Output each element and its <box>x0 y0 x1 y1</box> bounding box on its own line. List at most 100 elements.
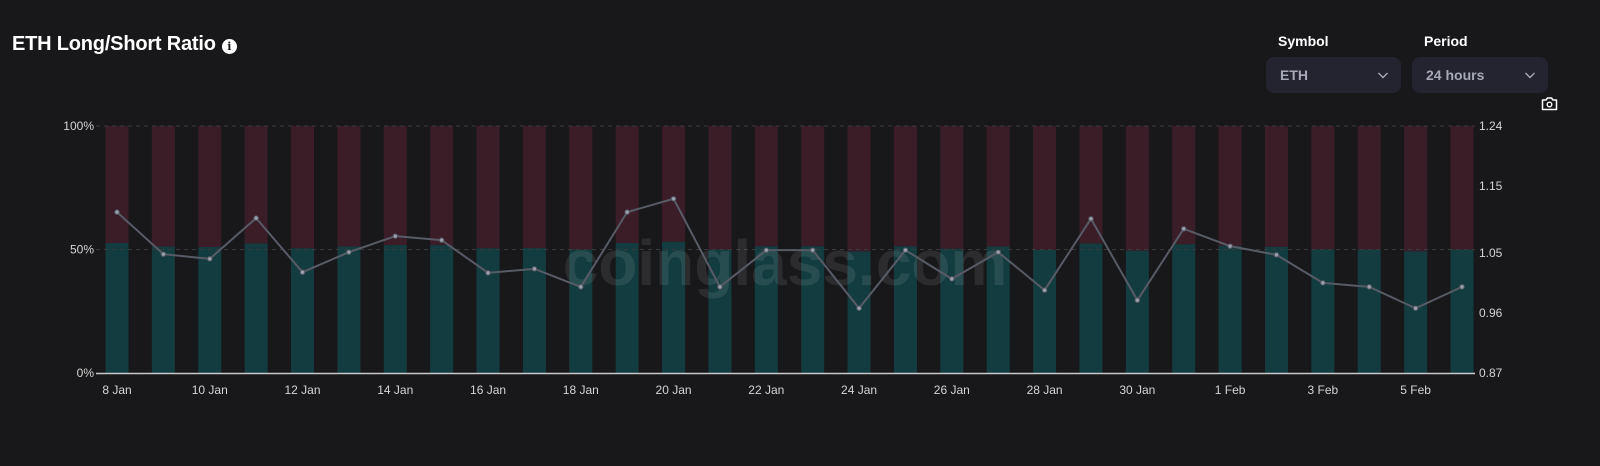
ratio-point[interactable] <box>1412 305 1419 311</box>
ratio-point[interactable] <box>902 247 909 253</box>
bar-16-jan[interactable] <box>476 126 500 373</box>
bar-29-jan[interactable] <box>1079 126 1103 373</box>
ratio-point[interactable] <box>114 209 120 215</box>
right-axis-tick: 1.24 <box>1479 119 1503 133</box>
bar-31-jan[interactable] <box>1172 126 1196 373</box>
watermark: coinglass.com <box>563 227 1008 299</box>
long-bar-segment <box>1264 246 1288 373</box>
bar-14-jan[interactable] <box>383 126 407 373</box>
ratio-point[interactable] <box>949 276 955 282</box>
short-bar-segment <box>615 126 639 244</box>
bar-19-jan[interactable] <box>615 126 639 373</box>
ratio-point[interactable] <box>809 247 816 253</box>
symbol-value: ETH <box>1280 67 1308 83</box>
ratio-point[interactable] <box>485 270 491 276</box>
x-axis-tick: 3 Feb <box>1308 383 1339 397</box>
chevron-down-icon <box>1378 72 1388 79</box>
ratio-point[interactable] <box>763 247 770 253</box>
ratio-point[interactable] <box>1088 216 1094 222</box>
long-bar-segment <box>847 251 871 373</box>
ratio-point[interactable] <box>578 284 584 290</box>
x-axis-tick: 14 Jan <box>377 383 413 397</box>
symbol-control: Symbol ETH <box>1266 33 1401 93</box>
x-axis-tick: 1 Feb <box>1215 383 1246 397</box>
ratio-point[interactable] <box>717 284 723 290</box>
period-select[interactable]: 24 hours <box>1412 57 1548 93</box>
ratio-point[interactable] <box>253 215 259 221</box>
ratio-point[interactable] <box>531 266 538 272</box>
bar-27-jan[interactable] <box>986 126 1010 373</box>
right-axis-tick: 1.05 <box>1479 246 1503 260</box>
long-bar-segment <box>893 246 917 373</box>
short-bar-segment <box>291 126 315 249</box>
short-bar-segment <box>105 126 129 244</box>
long-bar-segment <box>569 249 593 373</box>
bar-30-jan[interactable] <box>1125 126 1149 373</box>
bar-26-jan[interactable] <box>940 126 964 373</box>
bar-2-feb[interactable] <box>1264 126 1288 373</box>
bar-10-jan[interactable] <box>198 126 222 373</box>
bar-17-jan[interactable] <box>522 126 546 373</box>
bar-22-jan[interactable] <box>754 126 778 373</box>
ratio-point[interactable] <box>1134 297 1141 303</box>
ratio-point[interactable] <box>1273 252 1280 258</box>
bar-24-jan[interactable] <box>847 126 871 373</box>
left-axis-tick: 100% <box>63 119 94 133</box>
long-bar-segment <box>986 246 1010 373</box>
ratio-point[interactable] <box>1366 284 1372 290</box>
ratio-point[interactable] <box>346 249 352 255</box>
ratio-point[interactable] <box>299 269 306 275</box>
ratio-point[interactable] <box>624 209 630 215</box>
x-axis-tick: 28 Jan <box>1027 383 1063 397</box>
bar-18-jan[interactable] <box>569 126 593 373</box>
short-bar-segment <box>1125 126 1149 251</box>
short-bar-segment <box>893 126 917 247</box>
bar-series <box>105 126 1474 373</box>
long-bar-segment <box>1404 251 1428 373</box>
ratio-point[interactable] <box>1320 280 1326 286</box>
x-axis-tick: 22 Jan <box>748 383 784 397</box>
ratio-point[interactable] <box>995 249 1001 255</box>
ratio-point[interactable] <box>856 305 862 311</box>
bar-20-jan[interactable] <box>662 126 686 373</box>
ratio-point[interactable] <box>1459 284 1465 290</box>
bar-23-jan[interactable] <box>801 126 825 373</box>
long-bar-segment <box>1125 250 1149 373</box>
ratio-point[interactable] <box>160 251 167 257</box>
info-icon[interactable]: i <box>221 38 237 54</box>
ratio-point[interactable] <box>392 233 398 239</box>
ratio-point[interactable] <box>438 237 445 243</box>
bar-28-jan[interactable] <box>1033 126 1057 373</box>
bar-4-feb[interactable] <box>1357 126 1381 373</box>
ratio-point[interactable] <box>207 256 213 262</box>
long-bar-segment <box>291 248 315 373</box>
bar-5-feb[interactable] <box>1404 126 1428 373</box>
long-bar-segment <box>1357 249 1381 373</box>
bar-6-feb[interactable] <box>1450 126 1474 373</box>
short-bar-segment <box>754 126 778 247</box>
bar-1-feb[interactable] <box>1218 126 1242 373</box>
period-value: 24 hours <box>1426 67 1485 83</box>
long-bar-segment <box>337 246 361 373</box>
bar-15-jan[interactable] <box>430 126 454 373</box>
long-bar-segment <box>244 243 268 373</box>
bar-13-jan[interactable] <box>337 126 361 373</box>
ratio-point[interactable] <box>1041 287 1048 293</box>
short-bar-segment <box>1404 126 1428 252</box>
ratio-point[interactable] <box>670 196 677 202</box>
long-bar-segment <box>1311 249 1335 373</box>
bar-9-jan[interactable] <box>151 126 175 373</box>
bar-12-jan[interactable] <box>291 126 315 373</box>
symbol-select[interactable]: ETH <box>1266 57 1401 93</box>
bar-21-jan[interactable] <box>708 126 732 373</box>
short-bar-segment <box>1033 126 1057 250</box>
bar-25-jan[interactable] <box>893 126 917 373</box>
bar-8-jan[interactable] <box>105 126 129 373</box>
ratio-point[interactable] <box>1227 243 1233 249</box>
ratio-point[interactable] <box>1181 226 1187 232</box>
bar-11-jan[interactable] <box>244 126 268 373</box>
short-bar-segment <box>801 126 825 247</box>
short-bar-segment <box>198 126 222 248</box>
short-bar-segment <box>662 126 686 242</box>
camera-icon[interactable] <box>1541 96 1558 111</box>
